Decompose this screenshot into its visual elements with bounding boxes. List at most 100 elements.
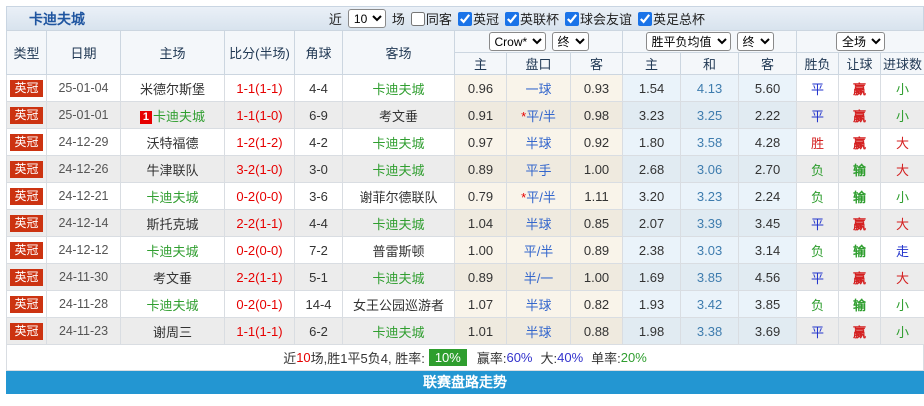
avg-home-cell: 3.20	[622, 182, 682, 210]
col-header-score: 比分(半场)	[224, 30, 295, 75]
away-team-link[interactable]: 卡迪夫城	[372, 270, 425, 286]
match-date: 24-11-30	[46, 263, 121, 291]
odds-company-select[interactable]: Crow*	[488, 32, 546, 51]
home-team-link[interactable]: 牛津联队	[146, 162, 199, 178]
avg-type-select[interactable]: 胜平负均值	[645, 32, 731, 51]
result-cell: 胜	[796, 128, 840, 156]
home-team-link[interactable]: 卡迪夫城	[153, 108, 206, 124]
handicap-result-cell: 赢	[838, 263, 882, 291]
away-team-link[interactable]: 卡迪夫城	[372, 324, 425, 340]
league-cell: 英冠	[6, 74, 47, 102]
games-label: 场	[391, 12, 405, 27]
home-team-link[interactable]: 卡迪夫城	[146, 297, 199, 313]
home-team-link[interactable]: 卡迪夫城	[146, 243, 199, 259]
away-team-link[interactable]: 卡迪夫城	[372, 162, 425, 178]
odds-select-group: Crow* 终	[453, 30, 624, 53]
match-date: 24-11-28	[46, 290, 121, 318]
league-badge[interactable]: 英冠	[10, 106, 43, 124]
same-away-filter[interactable]: 同客	[408, 9, 452, 28]
league-badge[interactable]: 英冠	[10, 160, 43, 178]
odds-home-cell: 0.79	[454, 182, 507, 210]
home-team-link[interactable]: 考文垂	[152, 270, 192, 286]
odds-stage-select[interactable]: 终	[551, 32, 589, 51]
home-team-link[interactable]: 谢周三	[152, 324, 192, 340]
score-cell: 0-2(0-0)	[224, 236, 295, 264]
odds-home-cell: 1.01	[454, 317, 507, 345]
handicap-cell: 半球	[506, 290, 571, 318]
subcol-avg-home: 主	[622, 52, 682, 75]
filter-championship-checkbox[interactable]	[457, 11, 472, 26]
league-badge[interactable]: 英冠	[10, 187, 43, 205]
filter-fa-cup[interactable]: 英足总杯	[635, 9, 705, 28]
away-team-link[interactable]: 卡迪夫城	[372, 81, 425, 97]
away-team-link[interactable]: 考文垂	[378, 108, 418, 124]
league-cell: 英冠	[6, 263, 47, 291]
big-pct-label: 大:	[540, 351, 558, 366]
near-count-select[interactable]: 10	[347, 9, 386, 28]
near-label: 近	[328, 12, 342, 27]
home-team-link[interactable]: 卡迪夫城	[146, 189, 199, 205]
filter-efl-cup[interactable]: 英联杯	[502, 9, 559, 28]
filter-club-friendly[interactable]: 球会友谊	[562, 9, 632, 28]
avg-stage-select[interactable]: 终	[736, 32, 774, 51]
filter-club-friendly-checkbox[interactable]	[564, 11, 579, 26]
col-header-away: 客场	[342, 30, 455, 75]
corners-cell: 4-4	[294, 209, 343, 237]
match-history-panel: 卡迪夫城 近 10 场 同客 英冠 英联杯 球会友谊	[6, 6, 924, 394]
handicap-cell: 半球	[506, 128, 571, 156]
league-cell: 英冠	[6, 128, 47, 156]
win-rate-badge: 10%	[428, 349, 467, 366]
away-team-cell: 卡迪夫城	[342, 317, 455, 345]
filter-efl-cup-checkbox[interactable]	[504, 11, 519, 26]
table-row: 英冠 24-12-26 牛津联队 3-2(1-0) 3-0 卡迪夫城 0.89 …	[6, 155, 924, 183]
subcol-odds-home: 主	[454, 52, 507, 75]
handicap-cell: 半球	[506, 209, 571, 237]
home-team-link[interactable]: 米德尔斯堡	[139, 81, 205, 97]
filter-league-championship[interactable]: 英冠	[455, 9, 499, 28]
filter-fa-cup-checkbox[interactable]	[637, 11, 652, 26]
avg-draw-cell: 3.38	[680, 317, 740, 345]
subcol-avg-draw: 和	[680, 52, 740, 75]
league-badge[interactable]: 英冠	[10, 241, 43, 259]
win-pct-label: 赢率:	[476, 351, 507, 366]
filter-label: 英足总杯	[652, 12, 705, 27]
league-badge[interactable]: 英冠	[10, 133, 43, 151]
handicap-result-cell: 输	[838, 155, 882, 183]
result-cell: 平	[796, 209, 840, 237]
league-cell: 英冠	[6, 101, 47, 129]
away-team-link[interactable]: 女王公园巡游者	[352, 297, 444, 313]
handicap-result-cell: 赢	[838, 209, 882, 237]
match-date: 25-01-01	[46, 101, 121, 129]
goals-result-cell: 小	[880, 182, 924, 210]
scope-select[interactable]: 全场	[836, 32, 886, 51]
away-team-link[interactable]: 卡迪夫城	[372, 216, 425, 232]
result-cell: 平	[796, 101, 840, 129]
result-cell: 平	[796, 263, 840, 291]
home-team-link[interactable]: 沃特福德	[146, 135, 199, 151]
corners-cell: 7-2	[294, 236, 343, 264]
summary-count: 10	[296, 350, 311, 365]
odds-home-cell: 0.91	[454, 101, 507, 129]
away-team-link[interactable]: 卡迪夫城	[372, 135, 425, 151]
home-team-cell: 谢周三	[120, 317, 225, 345]
league-cell: 英冠	[6, 155, 47, 183]
same-away-checkbox[interactable]	[410, 11, 425, 26]
result-cell: 负	[796, 182, 840, 210]
corners-cell: 3-6	[294, 182, 343, 210]
away-team-link[interactable]: 谢菲尔德联队	[359, 189, 438, 205]
away-team-cell: 女王公园巡游者	[342, 290, 455, 318]
league-badge[interactable]: 英冠	[10, 268, 43, 286]
handicap-star: *	[521, 108, 527, 124]
odds-away-cell: 1.00	[569, 155, 624, 183]
league-badge[interactable]: 英冠	[10, 295, 43, 313]
away-team-link[interactable]: 普雷斯顿	[372, 243, 425, 259]
avg-home-cell: 1.80	[622, 128, 682, 156]
league-badge[interactable]: 英冠	[10, 322, 43, 340]
score-cell: 1-2(1-2)	[224, 128, 295, 156]
odds-away-cell: 0.88	[569, 317, 624, 345]
league-badge[interactable]: 英冠	[10, 214, 43, 232]
home-team-link[interactable]: 斯托克城	[146, 216, 199, 232]
scope-select-group: 全场	[796, 30, 924, 53]
avg-draw-cell: 3.23	[680, 182, 740, 210]
league-badge[interactable]: 英冠	[10, 79, 43, 97]
